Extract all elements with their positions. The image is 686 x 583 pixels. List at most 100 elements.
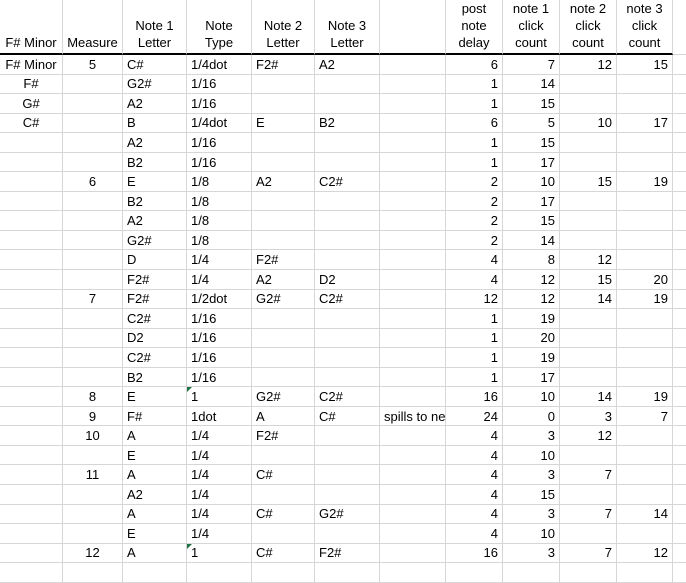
cell-r11-c2[interactable] [63, 250, 123, 271]
cell-r12-c6[interactable]: D2 [315, 270, 380, 290]
cell-r7-c2[interactable]: 6 [63, 172, 123, 192]
cell-r15-c3[interactable]: D2 [123, 328, 187, 349]
cell-r23-c2[interactable] [63, 485, 123, 505]
cell-r14-c5[interactable] [252, 309, 315, 329]
cell-r4-c9[interactable]: 5 [503, 113, 560, 134]
cell-r13-c10[interactable]: 14 [560, 289, 617, 310]
cell-r12-c1[interactable] [0, 270, 63, 290]
cell-r26-c7[interactable] [380, 543, 446, 564]
cell-r27-c2[interactable] [63, 563, 123, 583]
cell-r12-c7[interactable] [380, 270, 446, 290]
cell-r22-c3[interactable]: A [123, 465, 187, 486]
cell-r8-c9[interactable]: 17 [503, 191, 560, 212]
cell-r5-c7[interactable] [380, 133, 446, 153]
cell-r1-c6[interactable]: A2 [315, 55, 380, 75]
cell-r19-c2[interactable]: 9 [63, 406, 123, 427]
cell-r3-c8[interactable]: 1 [446, 94, 503, 114]
cell-r10-c4[interactable]: 1/8 [187, 230, 252, 251]
cell-r16-c7[interactable] [380, 348, 446, 368]
cell-r22-c10[interactable]: 7 [560, 465, 617, 486]
cell-r27-c4[interactable] [187, 563, 252, 583]
cell-overflow[interactable] [673, 563, 686, 583]
cell-r26-c3[interactable]: A [123, 543, 187, 564]
cell-r24-c1[interactable] [0, 504, 63, 525]
cell-r17-c10[interactable] [560, 367, 617, 388]
cell-r27-c5[interactable] [252, 563, 315, 583]
cell-r8-c1[interactable] [0, 191, 63, 212]
cell-r22-c5[interactable]: C# [252, 465, 315, 486]
cell-r1-c4[interactable]: 1/4dot [187, 55, 252, 75]
cell-r12-c2[interactable] [63, 270, 123, 290]
cell-r23-c4[interactable]: 1/4 [187, 485, 252, 505]
cell-r23-c5[interactable] [252, 485, 315, 505]
cell-r2-c5[interactable] [252, 74, 315, 95]
column-header-key[interactable]: F# Minor [0, 0, 63, 55]
cell-r5-c9[interactable]: 15 [503, 133, 560, 153]
cell-r13-c6[interactable]: C2# [315, 289, 380, 310]
cell-r21-c8[interactable]: 4 [446, 445, 503, 466]
cell-r12-c10[interactable]: 15 [560, 270, 617, 290]
cell-r7-c5[interactable]: A2 [252, 172, 315, 192]
cell-r15-c5[interactable] [252, 328, 315, 349]
cell-r24-c9[interactable]: 3 [503, 504, 560, 525]
cell-r24-c5[interactable]: C# [252, 504, 315, 525]
cell-r4-c3[interactable]: B [123, 113, 187, 134]
cell-r6-c4[interactable]: 1/16 [187, 152, 252, 173]
cell-r10-c2[interactable] [63, 230, 123, 251]
cell-r13-c1[interactable] [0, 289, 63, 310]
cell-r12-c5[interactable]: A2 [252, 270, 315, 290]
cell-overflow[interactable] [673, 133, 686, 153]
cell-r17-c9[interactable]: 17 [503, 367, 560, 388]
column-header-measure[interactable]: Measure [63, 0, 123, 55]
cell-r6-c3[interactable]: B2 [123, 152, 187, 173]
cell-r23-c3[interactable]: A2 [123, 485, 187, 505]
cell-r13-c8[interactable]: 12 [446, 289, 503, 310]
cell-r19-c3[interactable]: F# [123, 406, 187, 427]
cell-r26-c1[interactable] [0, 543, 63, 564]
cell-r26-c8[interactable]: 16 [446, 543, 503, 564]
cell-r15-c10[interactable] [560, 328, 617, 349]
cell-r9-c7[interactable] [380, 211, 446, 231]
cell-r17-c5[interactable] [252, 367, 315, 388]
cell-r13-c3[interactable]: F2# [123, 289, 187, 310]
cell-r13-c4[interactable]: 1/2dot [187, 289, 252, 310]
cell-r2-c6[interactable] [315, 74, 380, 95]
cell-r9-c1[interactable] [0, 211, 63, 231]
cell-r8-c6[interactable] [315, 191, 380, 212]
cell-overflow[interactable] [673, 114, 686, 134]
cell-r26-c11[interactable]: 12 [617, 543, 673, 564]
cell-r13-c9[interactable]: 12 [503, 289, 560, 310]
cell-r16-c11[interactable] [617, 348, 673, 368]
cell-r17-c8[interactable]: 1 [446, 367, 503, 388]
cell-r18-c10[interactable]: 14 [560, 387, 617, 407]
cell-r9-c6[interactable] [315, 211, 380, 231]
column-header-overflow[interactable] [673, 0, 686, 55]
cell-r26-c6[interactable]: F2# [315, 543, 380, 564]
cell-r7-c7[interactable] [380, 172, 446, 192]
cell-r22-c4[interactable]: 1/4 [187, 465, 252, 486]
cell-r19-c4[interactable]: 1dot [187, 406, 252, 427]
cell-r6-c6[interactable] [315, 152, 380, 173]
cell-r27-c8[interactable] [446, 563, 503, 583]
cell-r22-c9[interactable]: 3 [503, 465, 560, 486]
cell-r19-c1[interactable] [0, 406, 63, 427]
cell-overflow[interactable] [673, 465, 686, 486]
cell-r5-c5[interactable] [252, 133, 315, 153]
cell-r5-c11[interactable] [617, 133, 673, 153]
cell-r7-c1[interactable] [0, 172, 63, 192]
column-header-note1-click-count[interactable]: note 1 click count [503, 0, 560, 55]
cell-r27-c9[interactable] [503, 563, 560, 583]
cell-r25-c2[interactable] [63, 524, 123, 544]
cell-overflow[interactable] [673, 387, 686, 407]
cell-r18-c1[interactable] [0, 387, 63, 407]
cell-overflow[interactable] [673, 211, 686, 231]
cell-r9-c2[interactable] [63, 211, 123, 231]
cell-r1-c5[interactable]: F2# [252, 55, 315, 75]
cell-r16-c1[interactable] [0, 348, 63, 368]
cell-r24-c3[interactable]: A [123, 504, 187, 525]
cell-r23-c1[interactable] [0, 485, 63, 505]
cell-r10-c5[interactable] [252, 230, 315, 251]
cell-r26-c5[interactable]: C# [252, 543, 315, 564]
cell-r3-c1[interactable]: G# [0, 94, 63, 114]
cell-r24-c6[interactable]: G2# [315, 504, 380, 525]
